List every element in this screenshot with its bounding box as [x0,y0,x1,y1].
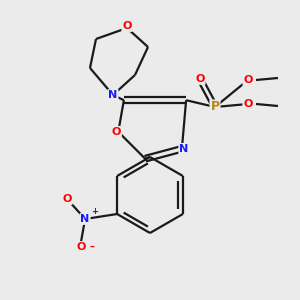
Text: O: O [243,75,253,85]
Text: O: O [112,127,121,137]
Text: –: – [89,242,94,252]
Text: O: O [62,194,72,204]
Text: N: N [179,144,188,154]
Text: +: + [91,207,98,216]
Text: P: P [210,100,220,113]
Text: N: N [108,90,118,100]
Text: O: O [76,242,86,252]
Text: N: N [80,214,90,224]
Text: O: O [195,74,205,84]
Text: O: O [243,99,253,109]
Text: O: O [122,21,132,31]
